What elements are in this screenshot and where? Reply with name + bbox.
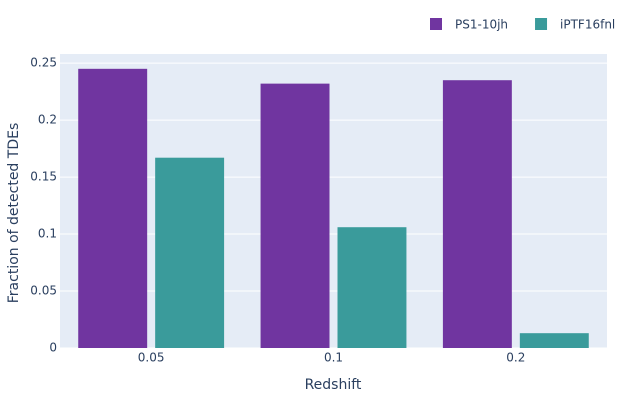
legend-label: PS1-10jh xyxy=(455,18,508,32)
legend-label: iPTF16fnl xyxy=(560,18,615,32)
bar xyxy=(155,157,225,348)
bar xyxy=(260,83,330,349)
x-tick-label: 0.05 xyxy=(138,351,165,365)
y-tick-label: 0.25 xyxy=(30,56,57,70)
y-tick-label: 0.1 xyxy=(38,227,57,241)
x-tick-label: 0.2 xyxy=(506,351,525,365)
plot-area xyxy=(60,54,607,348)
bar xyxy=(519,333,589,348)
y-axis-title: Fraction of detected TDEs xyxy=(6,123,22,304)
x-tick-label: 0.1 xyxy=(324,351,343,365)
y-tick-label: 0 xyxy=(49,341,57,355)
x-axis-title: Redshift xyxy=(305,377,362,393)
bar xyxy=(442,80,512,349)
bar xyxy=(337,227,407,348)
y-tick-label: 0.05 xyxy=(30,284,57,298)
y-tick-label: 0.2 xyxy=(38,113,57,127)
legend-swatch xyxy=(535,18,548,30)
legend-swatch xyxy=(430,18,442,30)
bar xyxy=(78,68,148,348)
y-tick-label: 0.15 xyxy=(30,170,57,184)
